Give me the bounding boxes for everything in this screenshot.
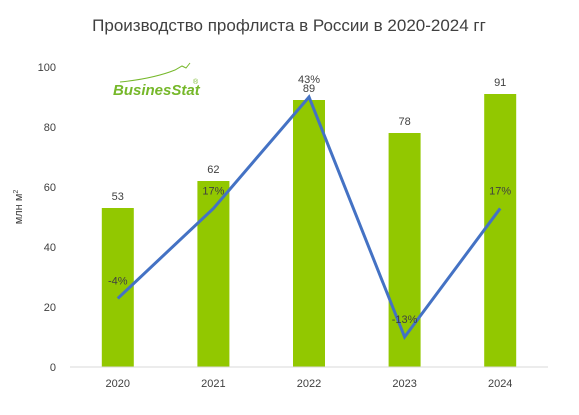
bar: [197, 181, 230, 367]
bar-value-label: 62: [207, 164, 219, 176]
x-tick-label: 2021: [201, 378, 225, 390]
growth-percent-label: 43%: [298, 74, 320, 86]
logo-text-stat: Stat: [171, 82, 200, 99]
y-axis-label-superscript: 2: [13, 190, 20, 194]
logo-text-business: Busines: [113, 82, 171, 99]
brand-logo: BusinesStat ®: [113, 62, 201, 99]
y-tick-label: 0: [50, 362, 56, 374]
y-axis-label-text: млн м: [13, 194, 25, 225]
growth-percent-label: 17%: [489, 185, 511, 197]
bar-value-label: 89: [303, 83, 315, 95]
y-tick-label: 100: [38, 62, 56, 74]
bar-value-label: 53: [112, 191, 124, 203]
bar-value-label: 78: [398, 116, 410, 128]
logo-registered-mark: ®: [193, 78, 199, 86]
y-tick-label: 40: [44, 242, 56, 254]
x-tick-label: 2022: [297, 378, 321, 390]
y-tick-label: 60: [44, 182, 56, 194]
bar-value-label: 91: [494, 77, 506, 89]
x-tick-label: 2023: [392, 378, 416, 390]
svg-text:BusinesStat: BusinesStat: [113, 82, 201, 99]
logo-swoosh: [119, 62, 191, 83]
y-axis: 0 20 40 60 80 100: [38, 62, 56, 374]
bar: [484, 94, 517, 367]
growth-percent-label: -13%: [392, 314, 418, 326]
growth-percent-label: -4%: [108, 275, 128, 287]
x-axis: 2020 2021 2022 2023 2024: [106, 378, 513, 390]
bar: [293, 100, 325, 367]
x-tick-label: 2024: [488, 378, 512, 390]
chart-title: Производство профлиста в России в 2020-2…: [92, 16, 486, 35]
svg-text:млн м2: млн м2: [13, 190, 25, 225]
bar: [388, 133, 421, 367]
y-axis-label: млн м2: [13, 190, 25, 225]
y-tick-label: 80: [44, 122, 56, 134]
data-labels: 53 62 89 78 91 -4% 17% 43% -13% 17%: [108, 74, 511, 326]
line-series: [116, 94, 502, 341]
x-tick-label: 2020: [106, 378, 130, 390]
bar-series: [101, 94, 517, 367]
y-tick-label: 20: [44, 302, 56, 314]
growth-percent-label: 17%: [202, 185, 224, 197]
